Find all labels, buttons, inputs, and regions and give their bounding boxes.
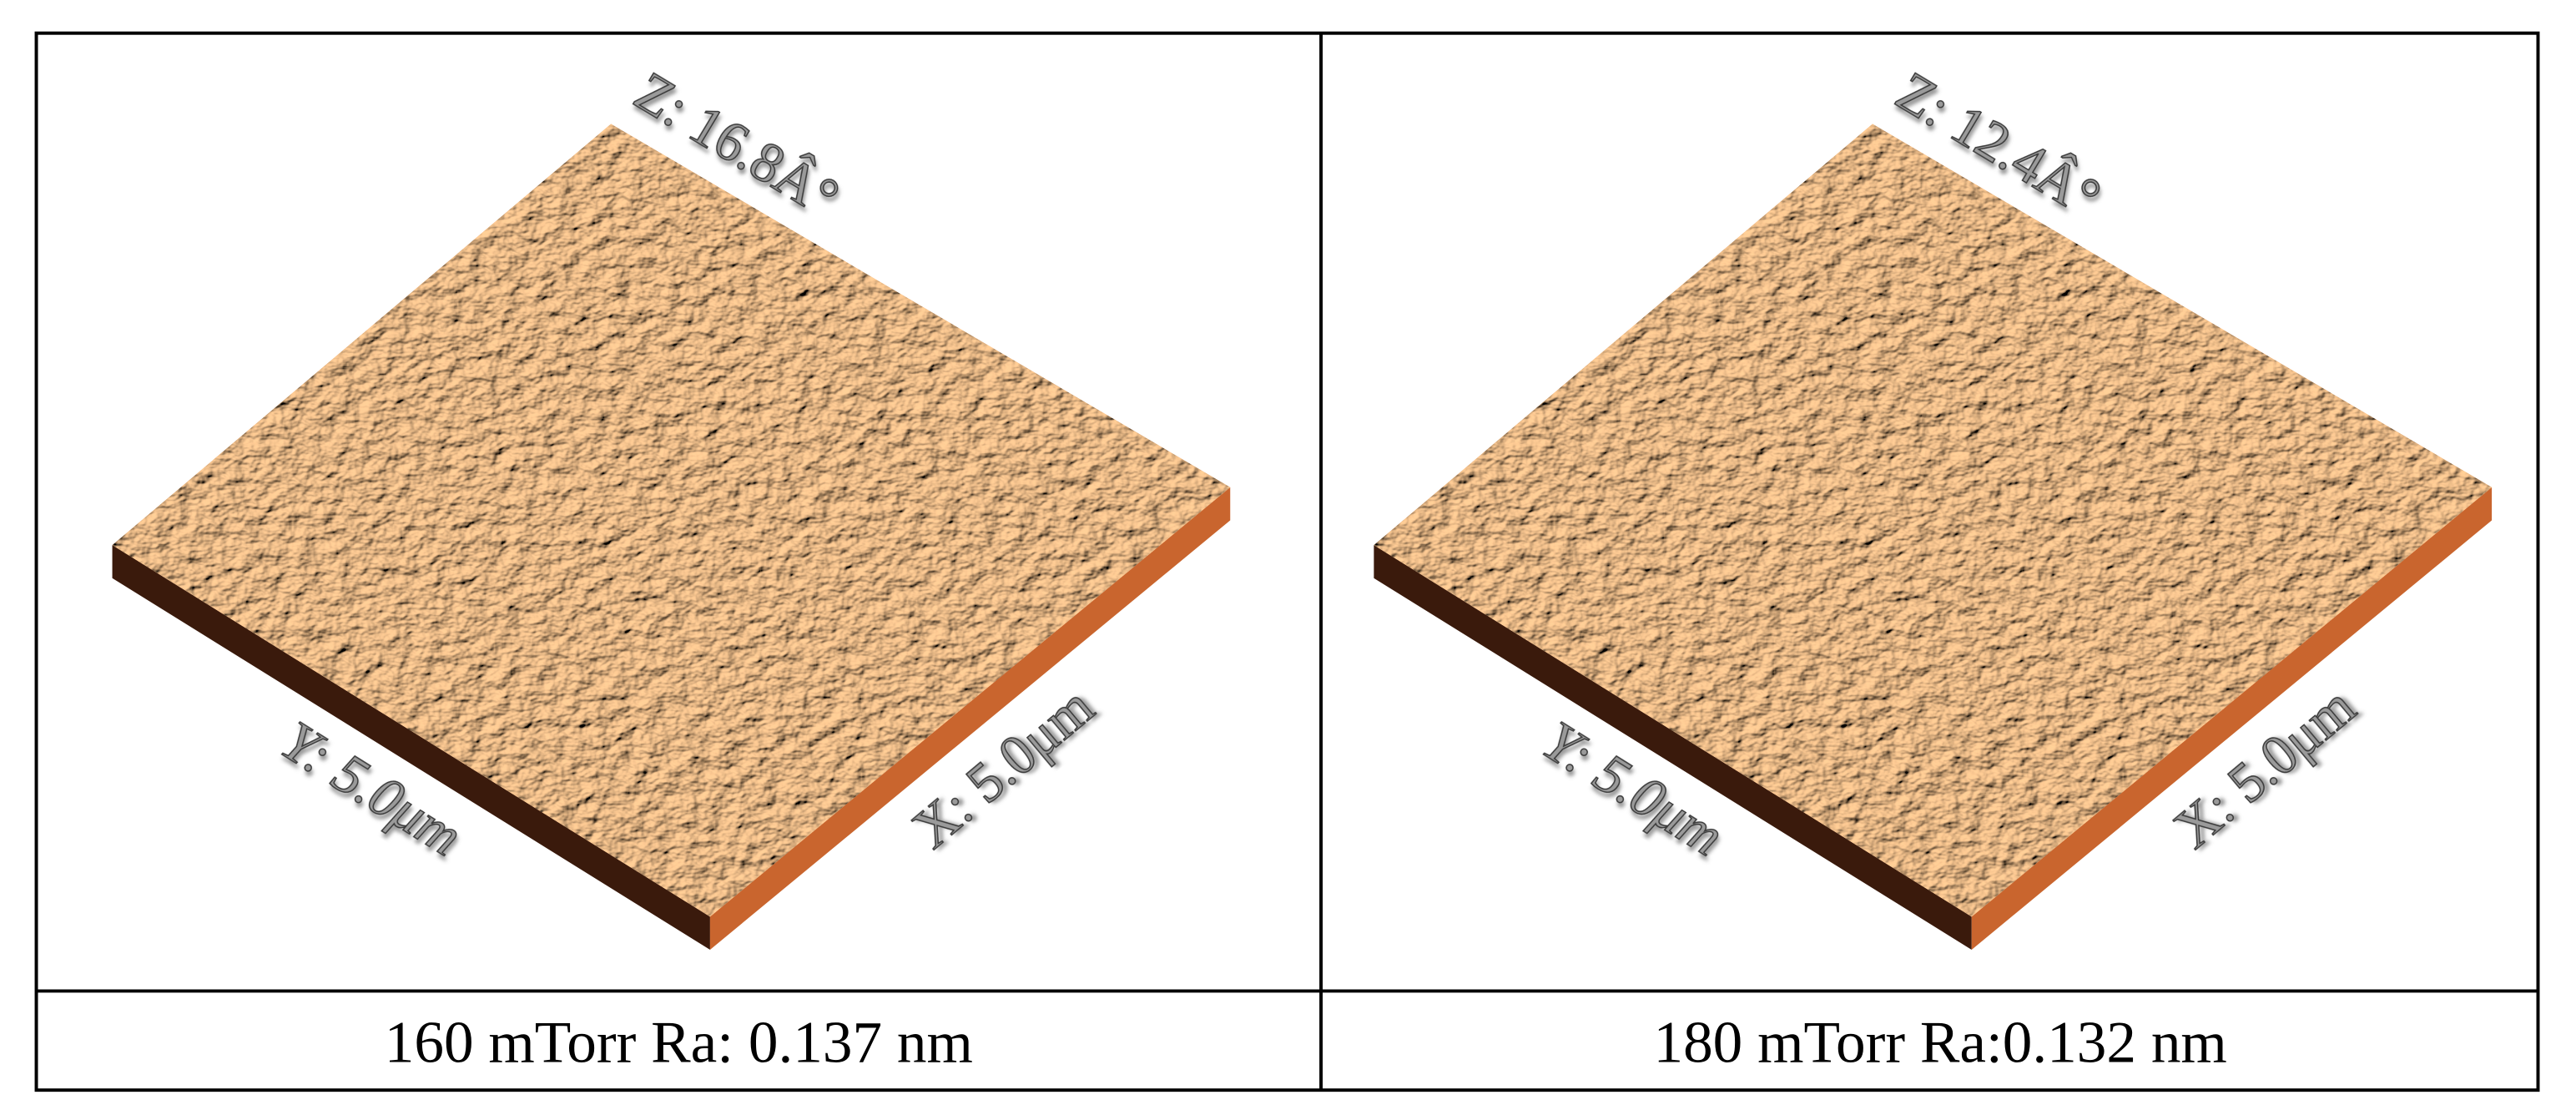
- caption: 180 mTorr Ra:0.132 nm: [1653, 1011, 2226, 1076]
- table-border: [34, 31, 2540, 1092]
- caption: 160 mTorr Ra: 0.137 nm: [385, 1011, 973, 1076]
- slab-front-face: [1374, 545, 1972, 950]
- slab-side-face: [709, 487, 1231, 950]
- slab-side-face: [1971, 487, 2493, 950]
- slab-front-face: [112, 545, 710, 950]
- surface-texture: [1374, 124, 2493, 917]
- surface-texture: [112, 124, 1231, 917]
